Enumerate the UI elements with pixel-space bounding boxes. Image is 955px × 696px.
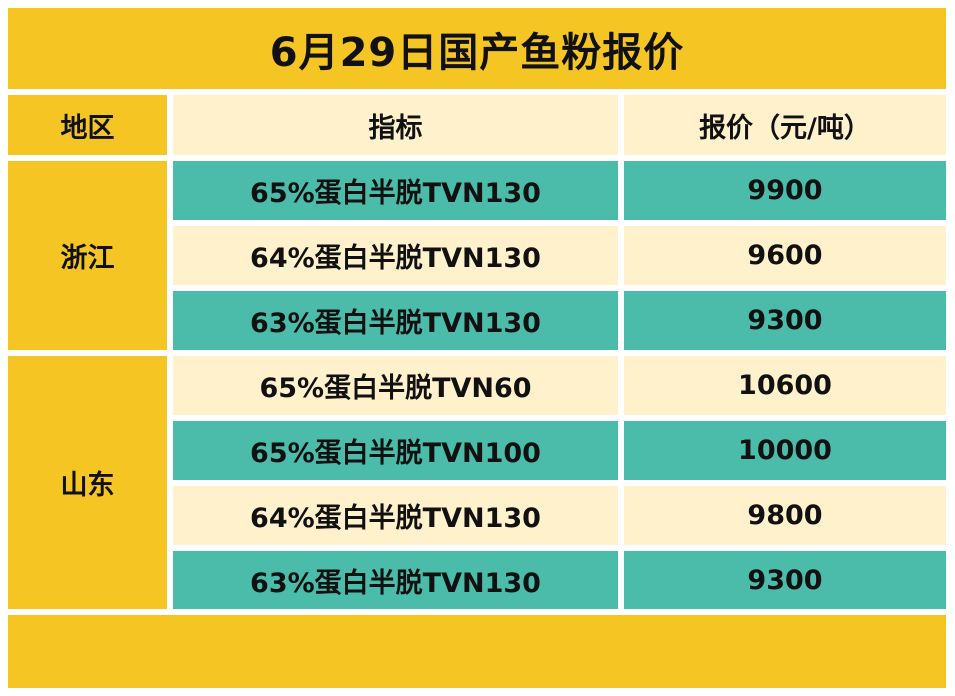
spec-cell: 65%蛋白半脱TVN60 — [173, 356, 618, 415]
header-price: 报价（元/吨） — [624, 95, 946, 155]
region-zhejiang: 浙江 — [8, 161, 167, 350]
spec-cell: 65%蛋白半脱TVN100 — [173, 421, 618, 480]
price-cell: 9300 — [624, 291, 946, 350]
price-cell: 10000 — [624, 421, 946, 480]
spec-cell: 63%蛋白半脱TVN130 — [173, 291, 618, 350]
spec-cell: 63%蛋白半脱TVN130 — [173, 551, 618, 609]
price-cell: 9600 — [624, 226, 946, 285]
spec-cell: 64%蛋白半脱TVN130 — [173, 226, 618, 285]
spec-cell: 64%蛋白半脱TVN130 — [173, 486, 618, 545]
spec-cell: 65%蛋白半脱TVN130 — [173, 161, 618, 220]
price-cell: 10600 — [624, 356, 946, 415]
footer-band — [8, 615, 946, 688]
price-cell: 9300 — [624, 551, 946, 609]
header-region: 地区 — [8, 95, 167, 155]
header-indicator: 指标 — [173, 95, 618, 155]
price-cell: 9800 — [624, 486, 946, 545]
price-cell: 9900 — [624, 161, 946, 220]
region-shandong: 山东 — [8, 356, 167, 609]
page-title: 6月29日国产鱼粉报价 — [8, 8, 946, 89]
